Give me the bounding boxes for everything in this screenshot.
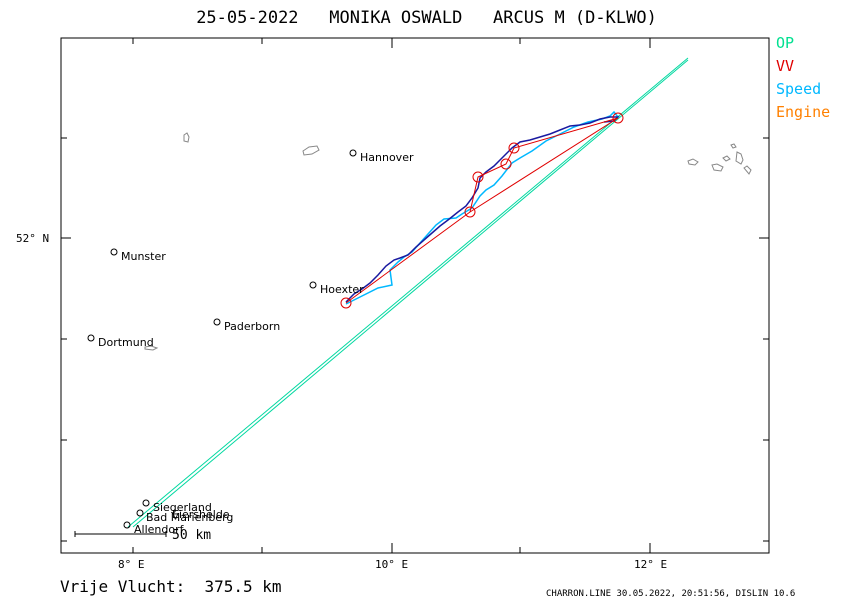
lat-label: 52° N bbox=[16, 232, 49, 245]
city-markers bbox=[87, 149, 357, 529]
lon-label-10: 10° E bbox=[375, 558, 408, 571]
turnpoint-circles bbox=[340, 112, 624, 309]
pilot-name: MONIKA OSWALD bbox=[329, 8, 463, 28]
city-label: Bad Marienberg bbox=[146, 511, 233, 524]
city-label: Allendorf bbox=[134, 523, 185, 536]
footer-info: CHARRON.LINE 30.05.2022, 20:51:56, DISLI… bbox=[546, 589, 796, 599]
vv-line bbox=[345, 117, 619, 304]
glider-name: ARCUS M (D-KLWO) bbox=[493, 8, 657, 28]
lon-label-12: 12° E bbox=[634, 558, 667, 571]
flight-track bbox=[345, 116, 620, 303]
city-label: Munster bbox=[121, 250, 166, 263]
scale-bar bbox=[74, 531, 167, 537]
city-label: Hoexter bbox=[320, 283, 364, 296]
city-label: Paderborn bbox=[224, 320, 280, 333]
distance-label: Vrije Vlucht: bbox=[60, 577, 186, 596]
city-label: Hannover bbox=[360, 151, 414, 164]
city-label: Dortmund bbox=[98, 336, 154, 349]
legend-vv: VV bbox=[776, 57, 795, 75]
map-frame bbox=[60, 37, 770, 554]
legend-speed: Speed bbox=[776, 80, 822, 98]
speed-track bbox=[345, 110, 619, 305]
legend-engine: Engine bbox=[776, 103, 831, 121]
distance-value: 375.5 km bbox=[204, 577, 282, 596]
water-outlines bbox=[144, 132, 752, 351]
city-label: Siegerland bbox=[153, 501, 212, 514]
lon-label-8: 8° E bbox=[118, 558, 145, 571]
map-title: 25-05-2022 MONIKA OSWALD ARCUS M (D-KLWO… bbox=[0, 8, 853, 28]
distance-summary: Vrije Vlucht: 375.5 km bbox=[60, 577, 282, 596]
op-line bbox=[127, 57, 689, 528]
map-ticks bbox=[61, 38, 769, 553]
flight-date: 25-05-2022 bbox=[196, 8, 299, 28]
city-label: Eiershelde bbox=[172, 508, 230, 521]
legend-op: OP bbox=[776, 34, 795, 52]
scale-bar-label: 50 km bbox=[172, 528, 211, 543]
